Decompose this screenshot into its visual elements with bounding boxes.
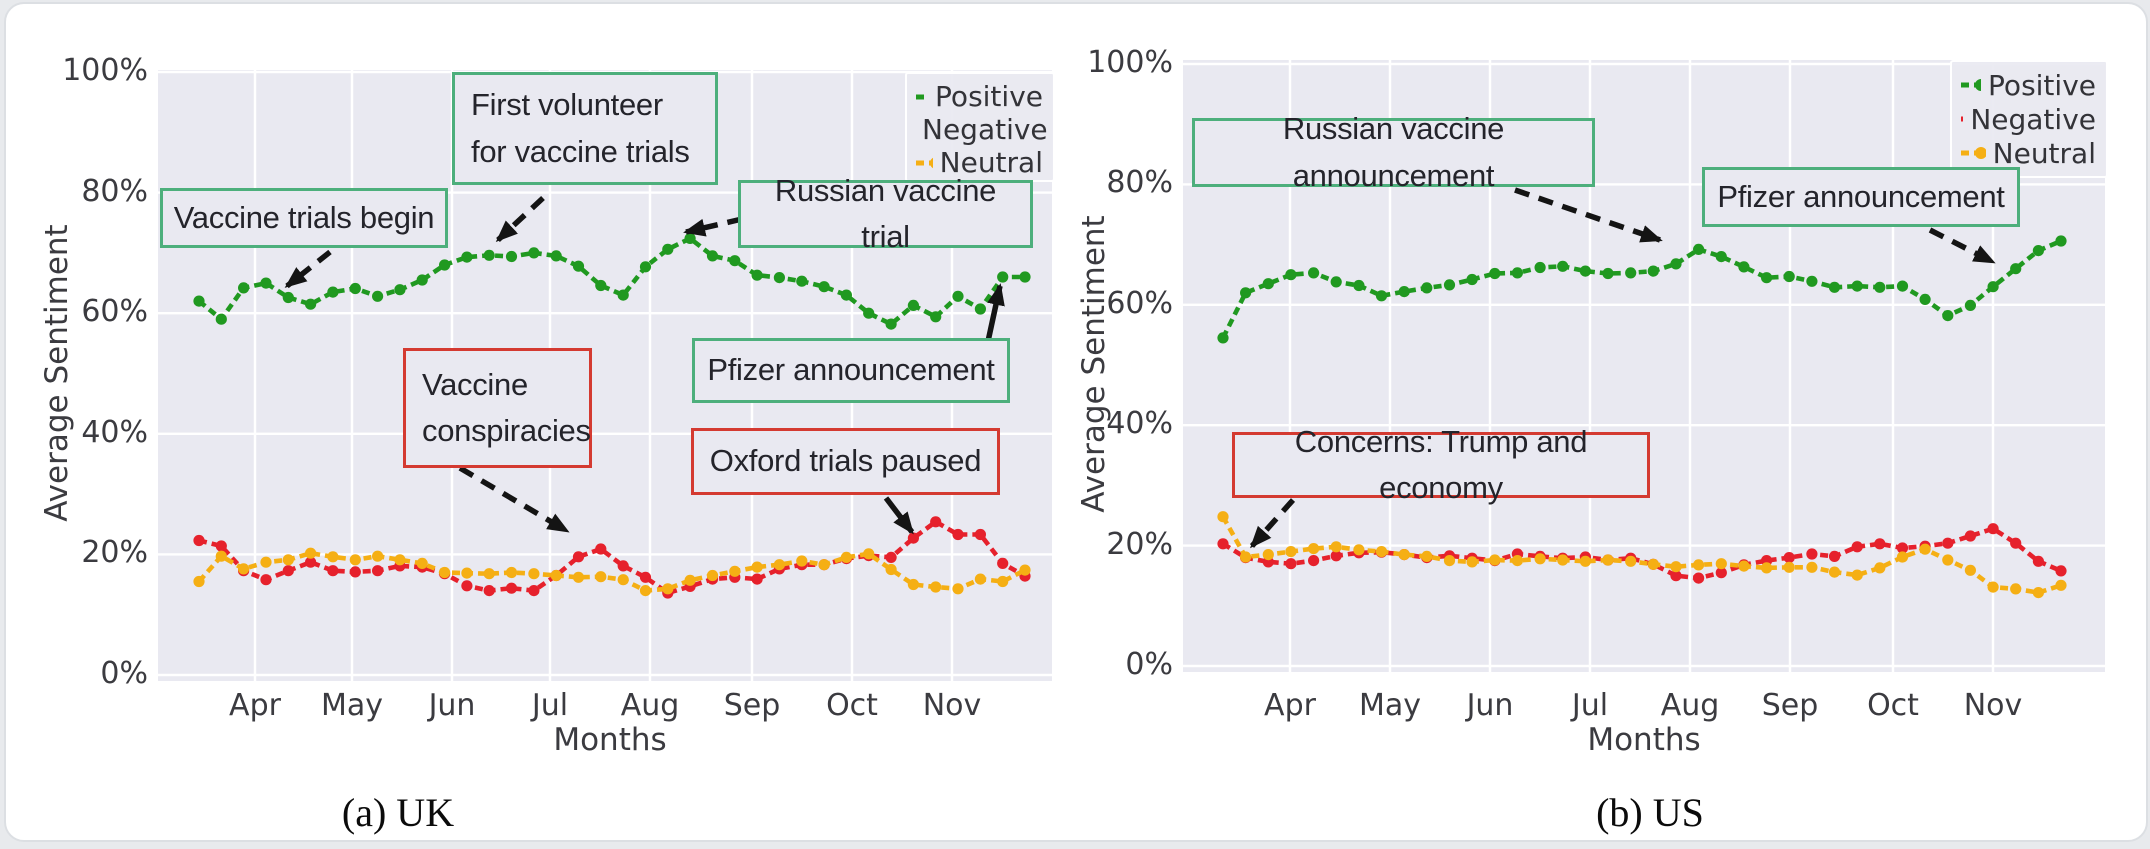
legend-item-neutral: Neutral: [915, 146, 1043, 179]
us-pfizer-arrow: [1928, 227, 1996, 265]
us-russian-arrow: [1514, 187, 1663, 243]
uk-russian-trial-arrow: [683, 216, 743, 237]
legend-item-negative: Negative: [1960, 102, 2096, 136]
uk-conspiracies-arrow: [458, 465, 570, 534]
y-tick-label: 0%: [1125, 647, 1173, 682]
y-tick-label: 20%: [81, 535, 148, 571]
legend-marker-positive-icon: [1961, 79, 1982, 91]
y-tick-label: 80%: [81, 173, 148, 209]
y-tick-label: 40%: [81, 414, 148, 450]
x-tick-label: Aug: [1660, 688, 1720, 723]
legend-label: Negative: [922, 113, 1048, 146]
us-concerns-arrow: [1249, 498, 1296, 549]
x-tick-label: Jul: [1571, 688, 1609, 723]
uk-oxford-annotation: Oxford trials paused: [691, 428, 1000, 495]
x-tick-label: Jul: [531, 688, 569, 723]
legend-label: Positive: [1988, 68, 2096, 102]
uk-first-volunteer-arrow: [495, 195, 545, 243]
y-axis-title-uk: Average Sentiment: [39, 224, 75, 522]
x-tick-label: Apr: [1264, 688, 1316, 723]
y-tick-label: 40%: [1106, 406, 1173, 442]
annotation-text-line: Vaccine trials begin: [173, 199, 435, 235]
x-tick-label: Oct: [1867, 688, 1919, 723]
x-tick-label: Apr: [229, 688, 281, 723]
x-axis-title-us: Months: [1587, 722, 1701, 758]
y-tick-label: 20%: [1106, 526, 1173, 562]
legend-marker-negative-icon: [1961, 116, 1964, 122]
legend-item-positive: Positive: [915, 80, 1043, 113]
legend-item-neutral: Neutral: [1960, 136, 2096, 170]
uk-trials-begin-arrow: [284, 249, 332, 289]
x-tick-label: Nov: [1963, 688, 2023, 723]
subfigure-caption-uk: (a) UK: [341, 790, 455, 835]
us-pfizer-annotation: Pfizer announcement: [1702, 167, 2020, 227]
annotation-text-line: Pfizer announcement: [1717, 178, 2005, 214]
y-tick-label: 60%: [1106, 285, 1173, 321]
us-concerns-annotation: Concerns: Trump and economy: [1232, 424, 1650, 505]
x-tick-label: Sep: [723, 688, 781, 723]
uk-oxford-arrow: [883, 496, 915, 535]
uk-trials-begin-annotation: Vaccine trials begin: [160, 188, 448, 248]
x-tick-label: Sep: [1761, 688, 1819, 723]
legend-marker-positive-icon: [916, 94, 929, 99]
uk-pfizer-annotation: Pfizer announcement: [692, 338, 1010, 403]
uk-russian-trial-annotation: Russian vaccine trial: [738, 173, 1033, 254]
x-tick-label: Jun: [1466, 688, 1514, 723]
uk-first-volunteer-annotation: First volunteer for vaccine trials: [452, 72, 718, 185]
subfigure-caption-us: (b) US: [1596, 790, 1704, 835]
annotation-text-line: Vaccine: [422, 366, 528, 402]
uk-legend: Positive Negative Neutral: [905, 72, 1055, 182]
annotation-text-line: Russian vaccine announcement: [1282, 111, 1505, 193]
y-tick-label: 100%: [62, 53, 148, 88]
x-tick-label: May: [320, 688, 384, 723]
annotation-text-line: Russian vaccine trial: [774, 172, 997, 255]
legend-label: Neutral: [939, 146, 1043, 179]
legend-marker-neutral-icon: [916, 157, 933, 168]
y-axis-title-us: Average Sentiment: [1076, 215, 1112, 513]
legend-item-positive: Positive: [1960, 68, 2096, 102]
us-russian-annotation: Russian vaccine announcement: [1192, 111, 1595, 193]
legend-item-negative: Negative: [915, 113, 1048, 146]
legend-label: Neutral: [1992, 136, 2096, 170]
x-tick-label: Jun: [428, 688, 476, 723]
uk-conspiracies-annotation: Vaccine conspiracies: [403, 348, 592, 468]
x-axis-title-uk: Months: [553, 722, 667, 758]
annotation-text-line: for vaccine trials: [471, 133, 690, 169]
us-legend: Positive Negative Neutral: [1950, 60, 2108, 178]
uk-pfizer-arrow: [984, 283, 1005, 347]
x-tick-label: Oct: [826, 688, 878, 723]
annotation-text-line: Pfizer announcement: [707, 352, 995, 388]
y-tick-label: 100%: [1087, 45, 1173, 80]
legend-label: Negative: [1970, 102, 2096, 136]
annotation-text-line: Oxford trials paused: [709, 443, 982, 479]
y-tick-label: 60%: [81, 294, 148, 330]
x-tick-label: Aug: [620, 688, 680, 723]
y-tick-label: 80%: [1106, 165, 1173, 201]
legend-marker-neutral-icon: [1961, 147, 1986, 159]
legend-label: Positive: [935, 80, 1043, 113]
x-tick-label: Nov: [922, 688, 982, 723]
annotation-text-line: First volunteer: [471, 87, 663, 122]
annotation-text-line: Concerns: Trump and economy: [1294, 423, 1588, 506]
y-tick-label: 0%: [100, 656, 148, 691]
x-tick-label: May: [1358, 688, 1422, 723]
annotation-text-line: conspiracies: [422, 413, 591, 448]
